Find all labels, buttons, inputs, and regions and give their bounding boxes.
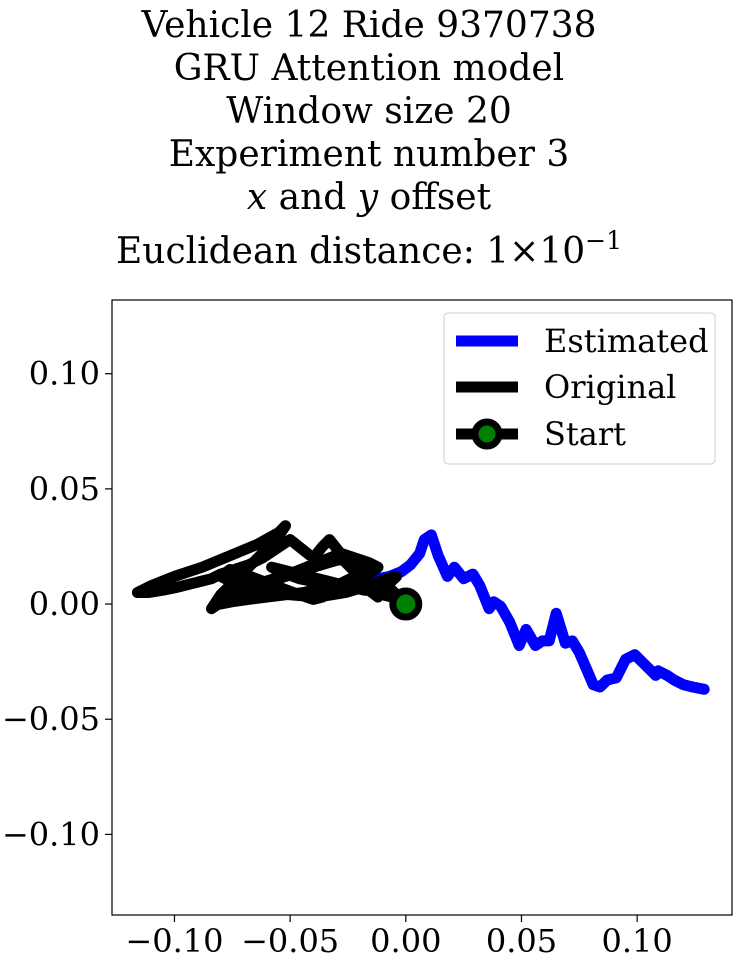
x-axis: −0.10 −0.05 0.00 0.05 0.10 bbox=[125, 915, 673, 960]
y-tick-label: −0.10 bbox=[2, 815, 100, 853]
legend-start-marker bbox=[471, 418, 503, 450]
title-distance-exponent: −1 bbox=[585, 226, 623, 255]
series-original-line bbox=[131, 520, 412, 615]
series-layer bbox=[131, 520, 710, 695]
title-and: and bbox=[267, 177, 358, 218]
legend-box bbox=[443, 312, 716, 465]
title-line-3: Window size 20 bbox=[226, 91, 512, 132]
x-tick-label: 0.00 bbox=[370, 922, 441, 960]
title-x-var: x bbox=[246, 177, 268, 218]
title-y-var: y bbox=[357, 177, 379, 218]
series-estimated-line bbox=[372, 529, 710, 695]
title-line-5: x and y offset bbox=[0, 176, 738, 219]
title-line-6: Euclidean distance: 1×10−1 bbox=[0, 219, 738, 273]
x-tick-label: −0.10 bbox=[125, 922, 223, 960]
legend: Estimated Original Start bbox=[443, 312, 716, 465]
x-tick-label: −0.05 bbox=[241, 922, 339, 960]
plot-frame bbox=[111, 299, 733, 916]
y-tick-label: 0.05 bbox=[29, 470, 100, 508]
start-marker bbox=[389, 587, 423, 621]
y-axis: 0.10 0.05 0.00 −0.05 −0.10 bbox=[2, 355, 112, 853]
x-tick-label: 0.05 bbox=[486, 922, 557, 960]
x-tick-label: 0.10 bbox=[602, 922, 673, 960]
y-tick-label: −0.05 bbox=[2, 700, 100, 738]
y-tick-label: 0.00 bbox=[29, 585, 100, 623]
title-offset: offset bbox=[378, 177, 492, 218]
y-tick-label: 0.10 bbox=[29, 355, 100, 393]
title-line-4: Experiment number 3 bbox=[168, 134, 570, 175]
title-distance: Euclidean distance: 1×10 bbox=[115, 231, 586, 272]
legend-label-start: Start bbox=[544, 415, 626, 453]
title-line-2: GRU Attention model bbox=[173, 48, 565, 89]
legend-label-original: Original bbox=[544, 368, 676, 406]
title-line-1: Vehicle 12 Ride 9370738 bbox=[141, 5, 597, 46]
legend-label-estimated: Estimated bbox=[544, 322, 709, 360]
chart-title: Vehicle 12 Ride 9370738 GRU Attention mo… bbox=[0, 4, 738, 273]
